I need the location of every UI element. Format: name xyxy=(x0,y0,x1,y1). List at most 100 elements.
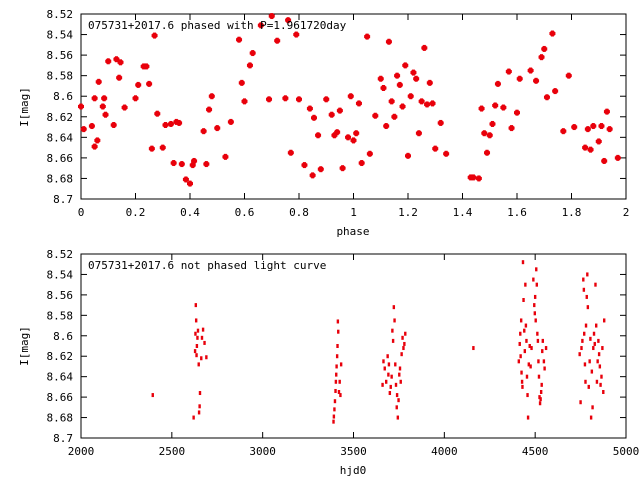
data-point xyxy=(336,344,339,348)
data-point xyxy=(394,382,398,387)
data-point xyxy=(366,150,373,157)
data-point xyxy=(536,338,540,343)
phased-x-tick-label: 0 xyxy=(78,206,85,219)
data-point xyxy=(403,341,406,346)
data-point xyxy=(595,323,598,328)
data-point xyxy=(332,419,335,424)
data-point xyxy=(274,37,281,44)
data-point xyxy=(598,123,605,130)
data-point xyxy=(345,134,352,141)
data-point xyxy=(587,146,594,153)
data-point xyxy=(544,346,548,351)
data-point xyxy=(339,393,342,398)
data-point xyxy=(91,95,98,102)
data-point xyxy=(334,129,341,136)
data-point xyxy=(393,318,396,323)
data-point xyxy=(606,126,613,133)
data-point xyxy=(532,277,535,282)
data-point xyxy=(336,107,343,114)
data-point xyxy=(521,260,525,265)
data-point xyxy=(537,374,541,379)
data-point xyxy=(355,100,362,107)
data-point xyxy=(481,130,488,137)
data-point xyxy=(588,359,591,364)
data-point xyxy=(579,400,582,405)
data-point xyxy=(538,395,541,400)
data-point xyxy=(528,344,531,348)
data-point xyxy=(101,95,108,102)
data-point xyxy=(353,130,360,137)
unphased-x-tick-label: 4500 xyxy=(522,445,549,458)
phased-x-tick-label: 1.8 xyxy=(562,206,582,219)
data-point xyxy=(135,81,142,88)
data-point xyxy=(387,372,390,377)
data-point xyxy=(526,415,530,420)
data-point xyxy=(391,338,395,343)
unphased-y-tick-label: 8.58 xyxy=(47,309,74,322)
data-point xyxy=(595,138,602,145)
data-point xyxy=(105,58,112,65)
phased-x-tick-label: 1.6 xyxy=(507,206,527,219)
data-point xyxy=(110,122,117,128)
data-point xyxy=(584,323,588,328)
data-point xyxy=(585,294,588,299)
data-point xyxy=(396,81,403,88)
data-point xyxy=(596,359,599,364)
data-point xyxy=(214,125,221,132)
data-point xyxy=(500,104,507,111)
data-point xyxy=(238,79,245,86)
data-point xyxy=(426,79,433,86)
phased-y-tick-label: 8.56 xyxy=(47,49,74,62)
data-point xyxy=(519,331,522,336)
phased-x-tick-label: 1 xyxy=(350,206,357,219)
data-point xyxy=(338,379,341,384)
data-point xyxy=(586,305,590,310)
unphased-y-tick-label: 8.64 xyxy=(47,371,74,384)
data-point xyxy=(323,96,330,103)
unphased-x-tick-label: 4000 xyxy=(431,445,458,458)
data-point xyxy=(492,102,499,109)
data-point xyxy=(525,374,529,379)
data-point xyxy=(595,379,599,384)
data-point xyxy=(337,390,341,394)
phased-y-tick-label: 8.7 xyxy=(53,193,73,206)
data-point xyxy=(514,109,520,116)
phased-y-tick-label: 8.66 xyxy=(47,152,74,165)
data-point xyxy=(533,303,536,308)
data-point xyxy=(516,75,523,82)
data-point xyxy=(543,94,550,101)
data-point xyxy=(614,154,621,161)
data-point xyxy=(385,38,392,45)
phased-x-tick-label: 1.4 xyxy=(453,206,473,219)
data-point xyxy=(583,331,586,336)
data-point xyxy=(590,123,597,130)
data-point xyxy=(358,160,365,167)
phased-y-tick-label: 8.68 xyxy=(47,172,74,185)
data-point xyxy=(541,349,544,354)
data-point xyxy=(337,329,340,334)
data-point xyxy=(336,319,340,324)
data-point xyxy=(285,17,292,24)
data-point xyxy=(399,379,402,384)
data-point xyxy=(472,346,475,351)
data-point xyxy=(197,362,200,367)
phased-chart-title: 075731+2017.6 phased with P=1.961720day xyxy=(88,19,347,32)
data-point xyxy=(339,362,343,367)
data-point xyxy=(296,96,302,103)
unphased-x-tick-label: 2000 xyxy=(68,445,95,458)
data-point xyxy=(470,174,477,181)
phased-x-tick-label: 0.6 xyxy=(235,206,255,219)
data-point xyxy=(405,152,411,159)
data-point xyxy=(266,96,273,103)
unphased-y-tick-label: 8.54 xyxy=(47,268,74,281)
data-point xyxy=(162,122,169,128)
data-point xyxy=(525,338,528,343)
data-point xyxy=(399,103,406,110)
data-point xyxy=(189,162,196,169)
phased-y-tick-label: 8.6 xyxy=(53,90,73,103)
data-point xyxy=(350,137,357,144)
unphased-chart-title: 075731+2017.6 not phased light curve xyxy=(88,259,326,272)
data-point xyxy=(193,349,197,354)
data-point xyxy=(78,103,84,110)
unphased-y-tick-label: 8.68 xyxy=(47,412,74,425)
